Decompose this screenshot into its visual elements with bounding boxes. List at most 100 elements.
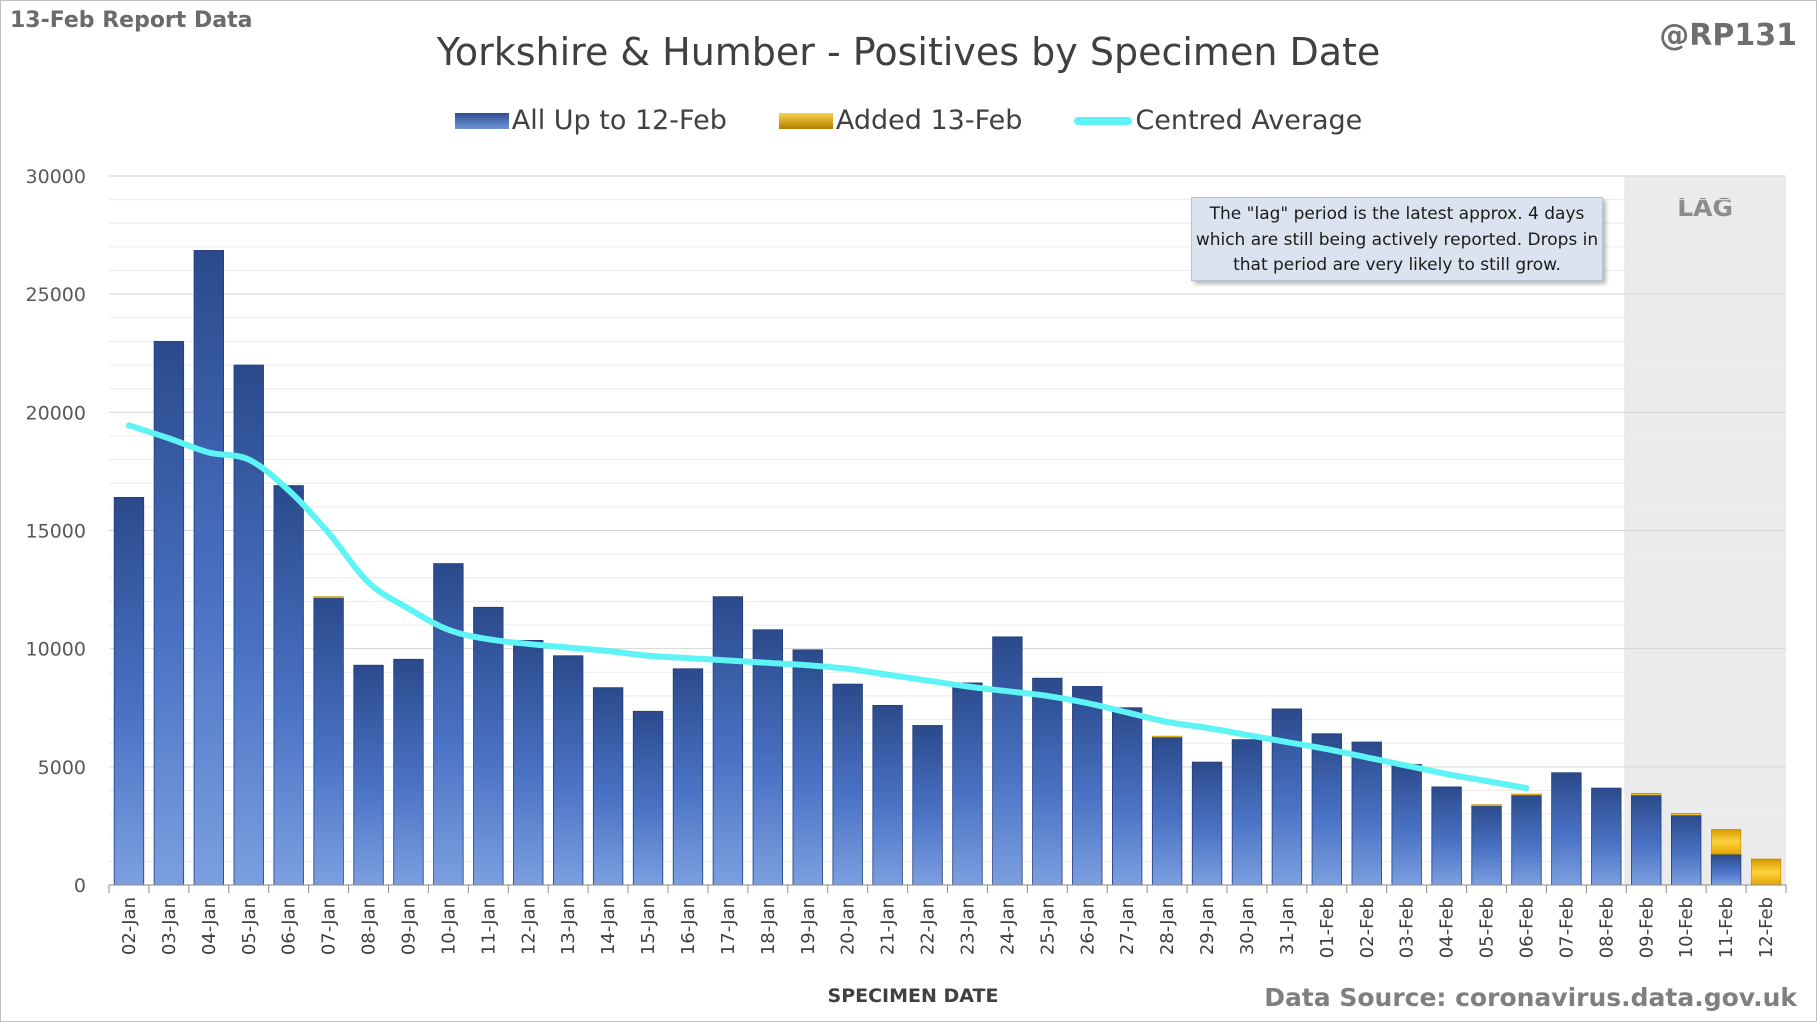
bar-all-up-to-12-feb bbox=[632, 710, 664, 886]
author-handle: @RP131 bbox=[1659, 18, 1797, 53]
bar-all-up-to-12-feb bbox=[273, 485, 304, 886]
bar-all-up-to-12-feb bbox=[1471, 805, 1502, 886]
bar-added-13-feb bbox=[1471, 804, 1502, 807]
legend-swatch-blue bbox=[454, 112, 509, 129]
bar-all-up-to-12-feb bbox=[1231, 739, 1263, 886]
x-tick-label: 29-Jan bbox=[1197, 897, 1218, 955]
x-tick-label: 18-Jan bbox=[758, 897, 779, 955]
x-tick-label: 16-Jan bbox=[678, 897, 699, 955]
x-axis-label: SPECIMEN DATE bbox=[827, 985, 999, 1007]
x-tick-label: 11-Feb bbox=[1716, 897, 1737, 958]
x-tick-label: 30-Jan bbox=[1237, 897, 1258, 955]
x-tick-label: 08-Feb bbox=[1596, 897, 1617, 958]
bar-all-up-to-12-feb bbox=[513, 639, 544, 886]
bar-added-13-feb bbox=[1671, 813, 1702, 816]
bar-all-up-to-12-feb bbox=[153, 341, 185, 886]
x-tick-label: 05-Jan bbox=[239, 897, 260, 955]
lag-label: LAG bbox=[1677, 193, 1733, 222]
bar-all-up-to-12-feb bbox=[1551, 772, 1582, 886]
bar-all-up-to-12-feb bbox=[592, 687, 624, 886]
legend-label: All Up to 12-Feb bbox=[511, 105, 727, 136]
bar-all-up-to-12-feb bbox=[792, 649, 823, 886]
lag-note-box: The "lag" period is the latest approx. 4… bbox=[1191, 197, 1603, 281]
bar-all-up-to-12-feb bbox=[433, 563, 464, 886]
bar-all-up-to-12-feb bbox=[353, 664, 384, 886]
bar-all-up-to-12-feb bbox=[313, 597, 344, 886]
y-tick-label: 30000 bbox=[26, 166, 86, 188]
bar-all-up-to-12-feb bbox=[832, 683, 863, 886]
report-date-label: 13-Feb Report Data bbox=[10, 8, 253, 33]
bar-all-up-to-12-feb bbox=[1072, 686, 1103, 886]
bar-all-up-to-12-feb bbox=[193, 250, 224, 886]
x-tick-label: 06-Feb bbox=[1516, 897, 1537, 958]
x-tick-label: 12-Jan bbox=[518, 897, 539, 955]
x-tick-label: 12-Feb bbox=[1756, 897, 1777, 958]
x-tick-label: 04-Jan bbox=[199, 897, 220, 955]
x-tick-label: 01-Feb bbox=[1317, 897, 1338, 958]
bar-all-up-to-12-feb bbox=[1351, 741, 1382, 886]
x-tick-label: 02-Feb bbox=[1357, 897, 1378, 958]
bar-all-up-to-12-feb bbox=[1391, 764, 1422, 886]
chart-legend: All Up to 12-Feb Added 13-Feb Centred Av… bbox=[0, 105, 1817, 136]
bar-added-13-feb bbox=[1511, 793, 1542, 796]
x-tick-label: 09-Jan bbox=[398, 897, 419, 955]
x-tick-label: 08-Jan bbox=[359, 897, 380, 955]
bar-all-up-to-12-feb bbox=[1311, 733, 1342, 886]
x-tick-label: 21-Jan bbox=[878, 897, 899, 955]
y-tick-label: 20000 bbox=[26, 402, 86, 424]
bar-all-up-to-12-feb bbox=[1271, 708, 1303, 886]
x-tick-label: 31-Jan bbox=[1277, 897, 1298, 955]
bar-added-13-feb bbox=[1631, 793, 1662, 796]
bar-all-up-to-12-feb bbox=[393, 658, 424, 886]
y-tick-label: 25000 bbox=[26, 284, 86, 306]
x-tick-label: 14-Jan bbox=[598, 897, 619, 955]
bar-all-up-to-12-feb bbox=[1710, 853, 1742, 886]
y-tick-label: 15000 bbox=[26, 521, 86, 543]
bar-all-up-to-12-feb bbox=[1671, 814, 1702, 886]
bar-all-up-to-12-feb bbox=[233, 364, 264, 886]
chart-title: Yorkshire & Humber - Positives by Specim… bbox=[436, 30, 1381, 74]
x-tick-label: 13-Jan bbox=[558, 897, 579, 955]
bar-all-up-to-12-feb bbox=[473, 606, 504, 886]
x-tick-label: 07-Jan bbox=[319, 897, 340, 955]
x-tick-label: 02-Jan bbox=[119, 897, 140, 955]
y-tick-label: 5000 bbox=[38, 757, 86, 779]
x-tick-label: 26-Jan bbox=[1077, 897, 1098, 955]
bar-all-up-to-12-feb bbox=[992, 636, 1023, 886]
x-tick-label: 19-Jan bbox=[798, 897, 819, 955]
data-source: Data Source: coronavirus.data.gov.uk bbox=[1264, 983, 1797, 1012]
bar-all-up-to-12-feb bbox=[1591, 787, 1622, 886]
x-tick-label: 05-Feb bbox=[1477, 897, 1498, 958]
bar-all-up-to-12-feb bbox=[1431, 786, 1462, 886]
x-tick-label: 07-Feb bbox=[1556, 897, 1577, 958]
y-tick-label: 0 bbox=[74, 875, 86, 897]
bar-all-up-to-12-feb bbox=[752, 629, 783, 886]
x-tick-label: 10-Jan bbox=[438, 897, 459, 955]
bar-all-up-to-12-feb bbox=[952, 682, 983, 886]
x-tick-label: 03-Feb bbox=[1397, 897, 1418, 958]
y-tick-label: 10000 bbox=[26, 639, 86, 661]
legend-label: Centred Average bbox=[1135, 105, 1363, 136]
x-tick-label: 03-Jan bbox=[159, 897, 180, 955]
x-tick-label: 17-Jan bbox=[718, 897, 739, 955]
bar-all-up-to-12-feb bbox=[872, 704, 903, 886]
legend-item-centred-average: Centred Average bbox=[1074, 105, 1362, 136]
bar-all-up-to-12-feb bbox=[1511, 794, 1542, 886]
bar-all-up-to-12-feb bbox=[1151, 736, 1183, 886]
x-tick-label: 11-Jan bbox=[478, 897, 499, 955]
bar-added-13-feb bbox=[313, 596, 344, 599]
legend-label: Added 13-Feb bbox=[835, 105, 1023, 136]
bar-added-13-feb bbox=[1750, 858, 1782, 886]
legend-swatch-line bbox=[1074, 116, 1133, 125]
bar-all-up-to-12-feb bbox=[1191, 761, 1223, 886]
legend-item-added-13-feb: Added 13-Feb bbox=[778, 105, 1023, 136]
x-tick-label: 28-Jan bbox=[1157, 897, 1178, 955]
x-tick-label: 06-Jan bbox=[279, 897, 300, 955]
x-tick-label: 24-Jan bbox=[997, 897, 1018, 955]
centred-average-line bbox=[125, 422, 1530, 792]
x-tick-label: 15-Jan bbox=[638, 897, 659, 955]
x-tick-label: 27-Jan bbox=[1117, 897, 1138, 955]
legend-swatch-gold bbox=[778, 112, 833, 129]
legend-item-all-up-to-12-feb: All Up to 12-Feb bbox=[454, 105, 727, 136]
